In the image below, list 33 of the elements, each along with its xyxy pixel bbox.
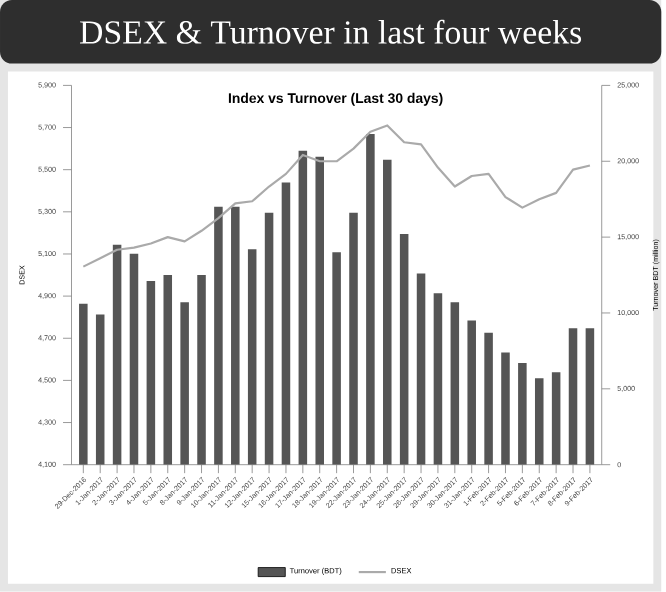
- bar: [163, 275, 173, 465]
- bar: [534, 378, 544, 465]
- bar: [467, 320, 476, 465]
- bar: [585, 328, 595, 465]
- bar: [551, 372, 561, 465]
- bar: [518, 363, 527, 465]
- bar: [450, 302, 460, 465]
- bar: [214, 206, 223, 465]
- bar: [231, 206, 240, 465]
- bar: [79, 303, 88, 465]
- bar: [180, 302, 189, 465]
- bar: [281, 182, 291, 465]
- bar: [95, 314, 105, 465]
- bar: [568, 328, 578, 465]
- bar: [383, 159, 392, 465]
- bar: [264, 212, 274, 465]
- bar: [399, 234, 409, 465]
- bar: [315, 156, 324, 465]
- bar: [366, 134, 375, 465]
- bar: [332, 252, 341, 465]
- bar: [247, 249, 257, 465]
- bar: [129, 253, 139, 465]
- bar: [298, 150, 308, 465]
- bar: [433, 293, 443, 465]
- line-series: [82, 124, 591, 268]
- bar: [349, 212, 358, 465]
- bar: [112, 244, 122, 465]
- bar: [146, 281, 156, 465]
- bar: [197, 275, 206, 465]
- bar: [484, 332, 493, 465]
- chart-title: DSEX & Turnover in last four weeks: [80, 19, 582, 44]
- bar: [501, 352, 510, 465]
- bar: [416, 273, 426, 465]
